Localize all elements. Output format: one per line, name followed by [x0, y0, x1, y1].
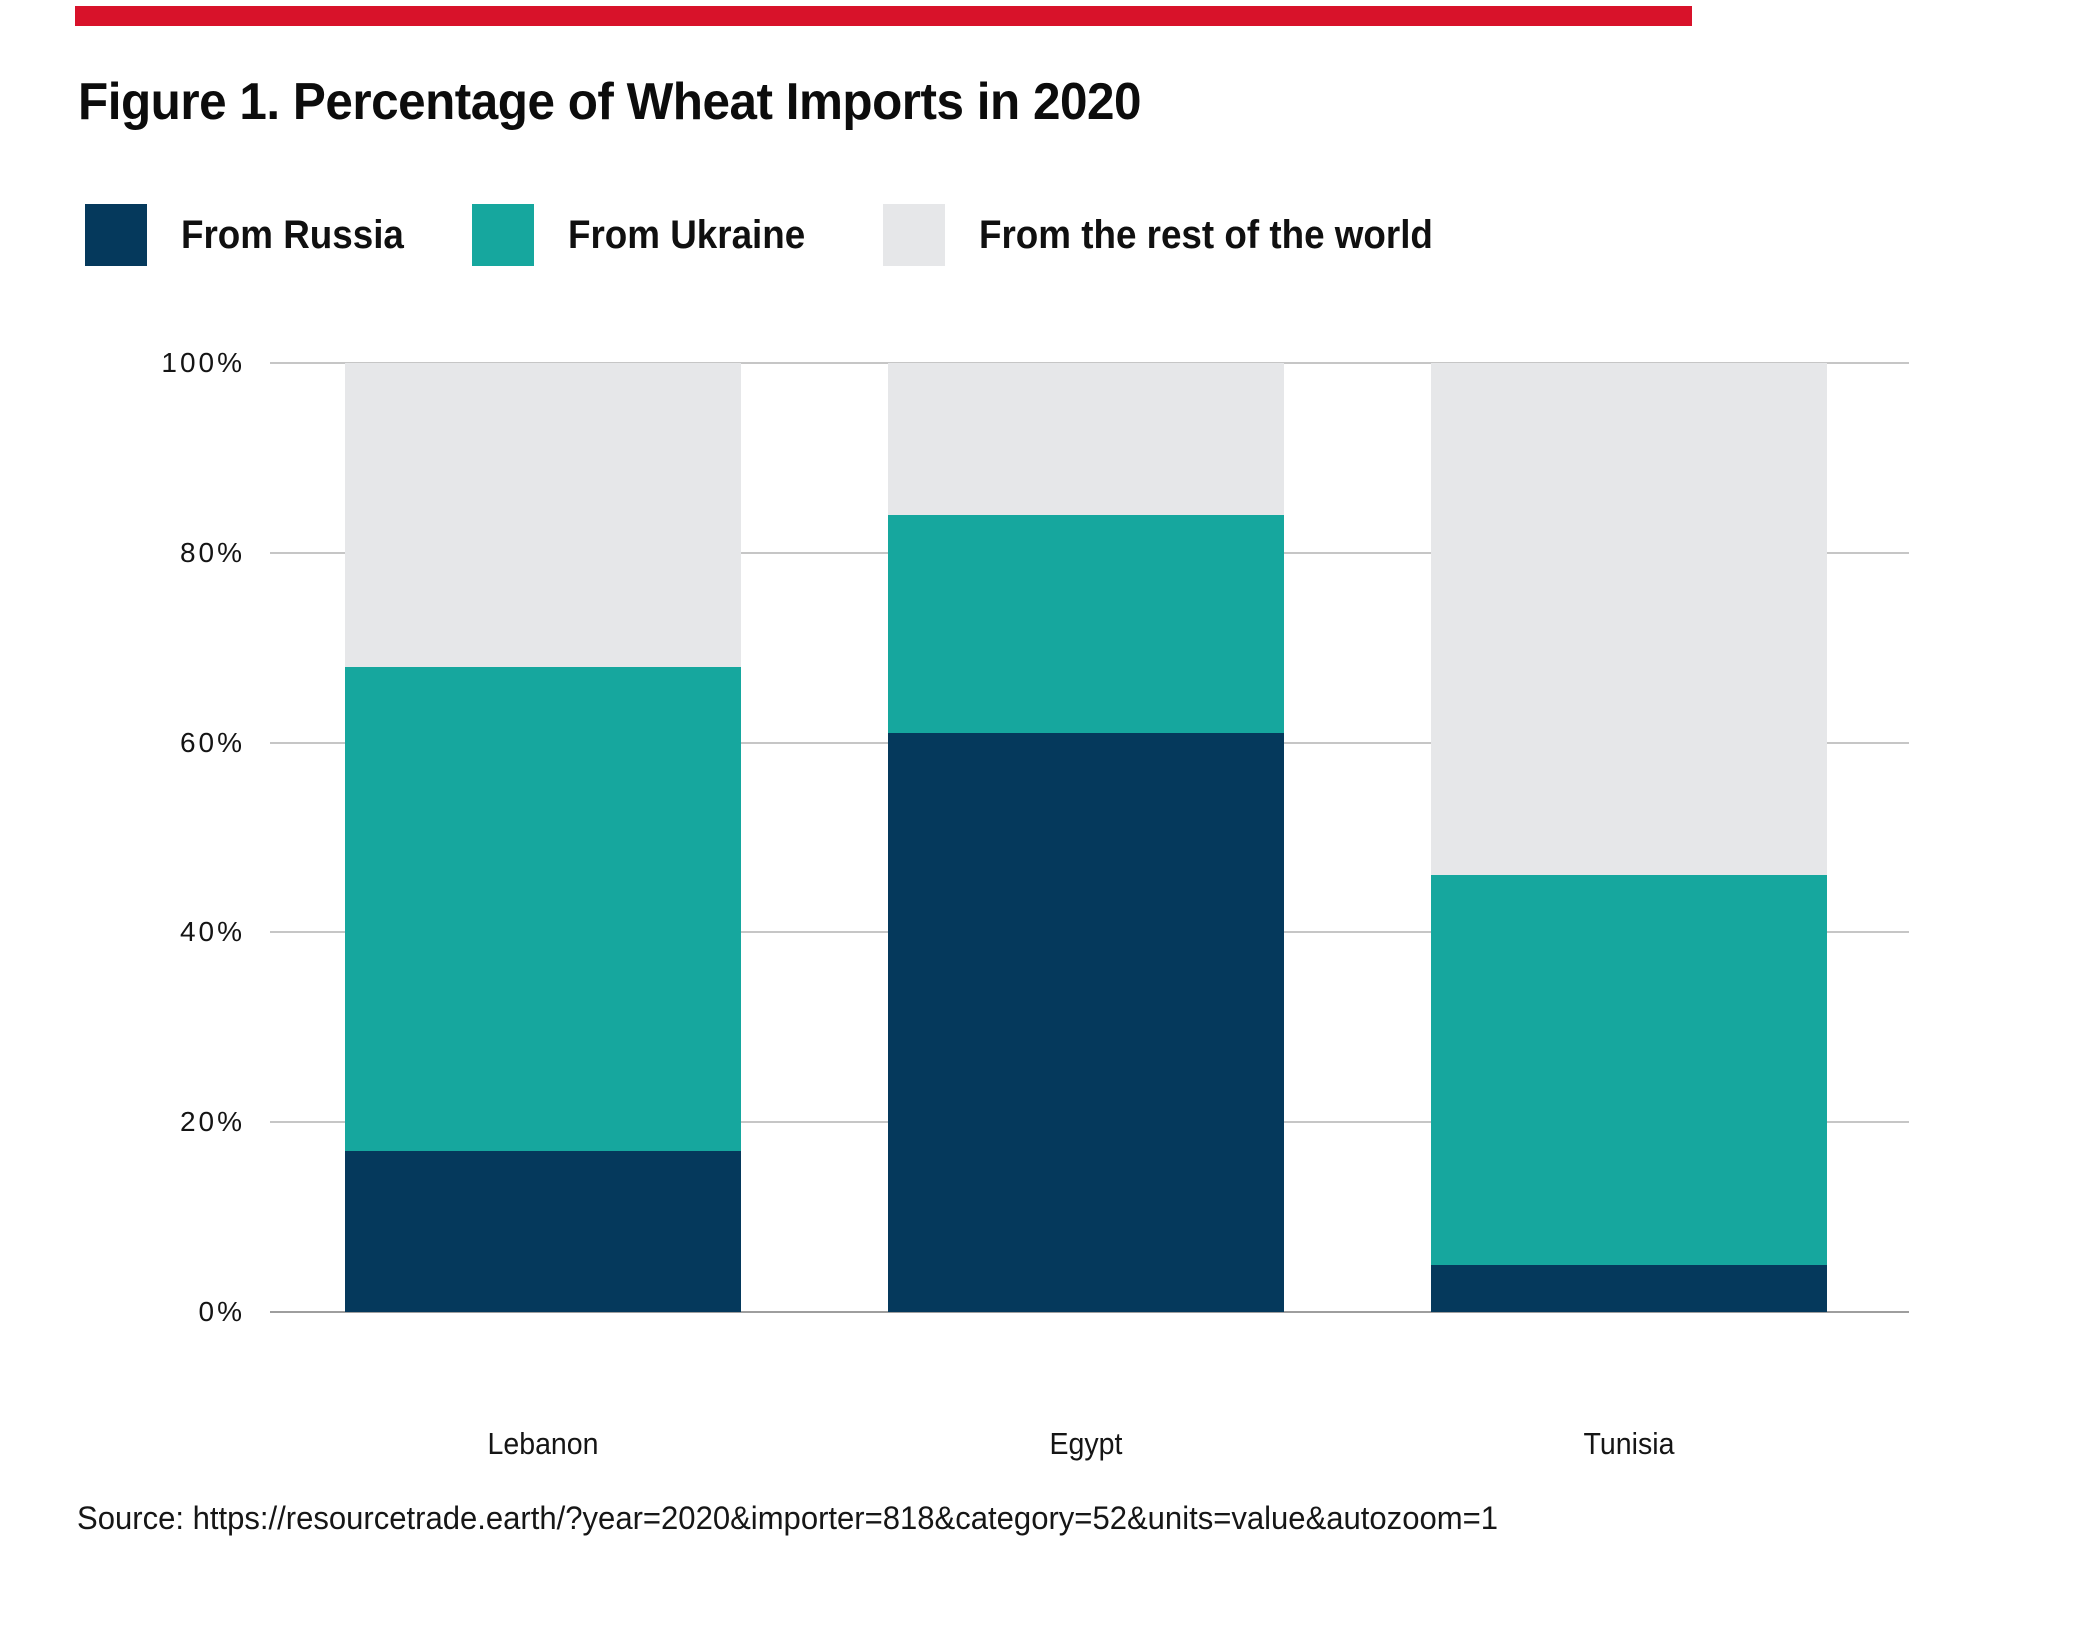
bar-segment [1431, 1264, 1827, 1312]
legend-color-chip [472, 204, 534, 266]
legend-label: From Russia [181, 212, 404, 257]
x-axis-label: Lebanon [487, 1426, 599, 1461]
figure-title: Figure 1. Percentage of Wheat Imports in… [78, 73, 1141, 131]
y-tick-label: 20% [179, 1106, 245, 1138]
legend-color-chip [883, 204, 945, 266]
bar-lebanon [345, 363, 741, 1312]
legend-color-chip [85, 204, 147, 266]
bar-egypt [888, 363, 1284, 1312]
y-tick-label: 100% [161, 347, 245, 378]
legend-item: From the rest of the world [883, 203, 1472, 267]
x-axis-label: Tunisia [1583, 1426, 1675, 1461]
bar-segment [888, 733, 1284, 1312]
source-text: Source: https://resourcetrade.earth/?yea… [77, 1500, 1498, 1536]
bar-segment [345, 666, 741, 1151]
y-tick-label: 80% [179, 536, 245, 568]
legend-item: From Russia [85, 203, 423, 267]
bar-segment [888, 363, 1284, 515]
y-tick-label: 0% [198, 1296, 245, 1327]
bar-segment [1431, 875, 1827, 1265]
legend-item: From Ukraine [472, 203, 826, 267]
bar-segment [888, 514, 1284, 734]
y-tick-label: 60% [179, 726, 245, 758]
x-axis-line [270, 1311, 1909, 1313]
bar-segment [1431, 363, 1827, 876]
y-tick-label: 40% [179, 916, 245, 948]
bar-segment [345, 1150, 741, 1312]
red-accent-bar [75, 6, 1692, 26]
legend-label: From Ukraine [568, 212, 806, 257]
x-axis-label: Egypt [1049, 1426, 1123, 1461]
legend-label: From the rest of the world [979, 212, 1433, 257]
bar-tunisia [1431, 363, 1827, 1312]
bar-segment [345, 363, 741, 667]
